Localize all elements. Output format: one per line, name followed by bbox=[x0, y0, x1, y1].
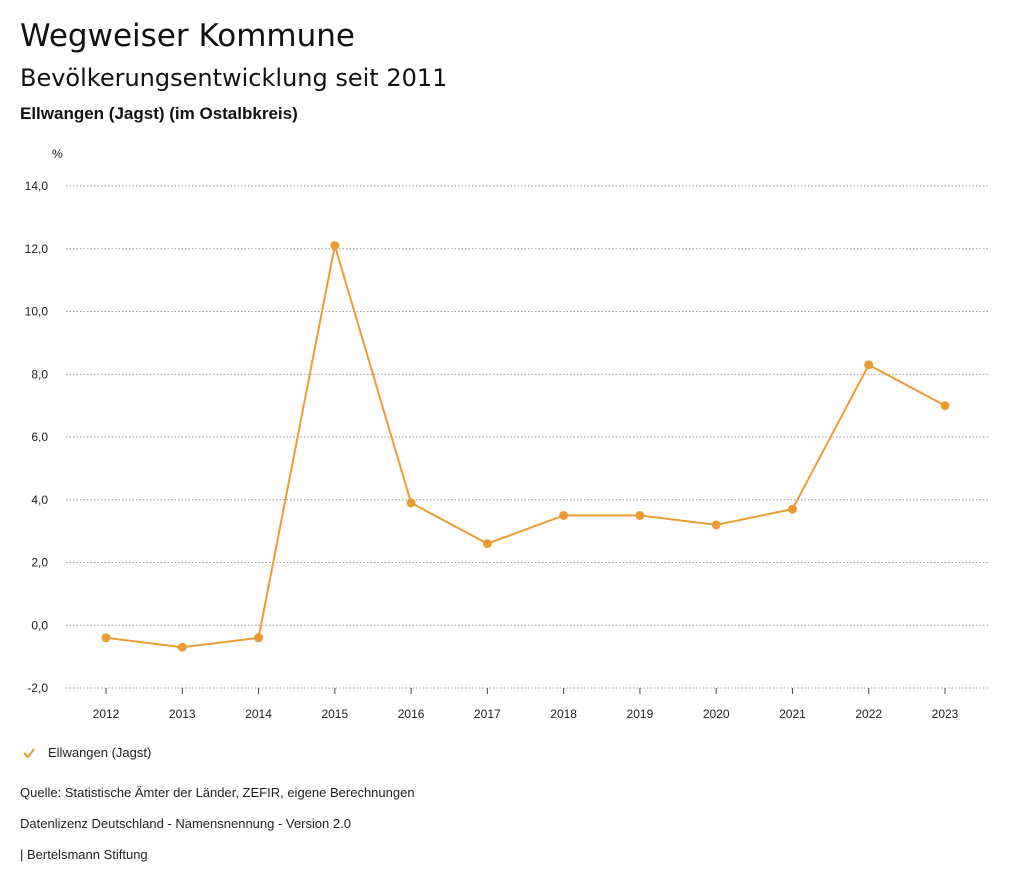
x-tick-label: 2021 bbox=[779, 707, 806, 721]
y-axis-unit: % bbox=[52, 147, 63, 161]
x-tick-label: 2020 bbox=[703, 707, 730, 721]
x-axis-ticks: 2012 2013 2014 2015 2016 2017 2018 2019 2020 2021… bbox=[93, 688, 959, 721]
series-line bbox=[105, 245, 946, 649]
data-point[interactable] bbox=[254, 633, 264, 643]
data-point[interactable] bbox=[864, 360, 874, 370]
data-point[interactable] bbox=[711, 520, 721, 530]
check-icon bbox=[23, 747, 35, 759]
data-point[interactable] bbox=[559, 510, 569, 520]
source-note: Quelle: Statistische Ämter der Länder, Z… bbox=[20, 785, 415, 800]
grid-lines bbox=[66, 185, 990, 689]
x-tick-label: 2023 bbox=[932, 707, 959, 721]
data-point[interactable] bbox=[635, 510, 645, 520]
line-chart: % 14,012,010,08,06,04,02,00,0-2,0 2012 20… bbox=[25, 147, 990, 721]
data-point[interactable] bbox=[482, 539, 492, 549]
x-tick-label: 2022 bbox=[855, 707, 882, 721]
y-tick-label: 6,0 bbox=[31, 430, 48, 444]
y-tick-label: 0,0 bbox=[31, 618, 48, 632]
data-point[interactable] bbox=[330, 241, 340, 251]
series-layer bbox=[101, 241, 950, 652]
x-tick-label: 2019 bbox=[627, 707, 654, 721]
y-tick-label: -2,0 bbox=[27, 681, 48, 695]
y-tick-label: 8,0 bbox=[31, 367, 48, 381]
page-title: Wegweiser Kommune bbox=[20, 18, 355, 54]
y-tick-label: 4,0 bbox=[31, 493, 48, 507]
license-note: Datenlizenz Deutschland - Namensnennung … bbox=[20, 816, 351, 831]
x-tick-label: 2018 bbox=[550, 707, 577, 721]
x-tick-label: 2016 bbox=[398, 707, 425, 721]
region-label: Ellwangen (Jagst) (im Ostalbkreis) bbox=[20, 104, 298, 123]
x-tick-label: 2013 bbox=[169, 707, 196, 721]
data-point[interactable] bbox=[940, 401, 950, 411]
x-tick-label: 2017 bbox=[474, 707, 501, 721]
data-point[interactable] bbox=[787, 504, 797, 514]
data-point[interactable] bbox=[406, 498, 416, 508]
legend[interactable]: Ellwangen (Jagst) bbox=[22, 745, 151, 760]
y-axis-ticks: 14,0 12,0 10,0 8,0 6,0 4,0 2,0 0,0 -2,0 bbox=[25, 179, 49, 695]
data-point[interactable] bbox=[177, 642, 187, 652]
legend-label: Ellwangen (Jagst) bbox=[48, 745, 152, 760]
y-tick-label: 2,0 bbox=[31, 556, 48, 570]
y-tick-label: 10,0 bbox=[25, 305, 49, 319]
x-tick-label: 2012 bbox=[93, 707, 120, 721]
publisher-note: | Bertelsmann Stiftung bbox=[20, 847, 148, 862]
x-tick-label: 2015 bbox=[321, 707, 348, 721]
data-point[interactable] bbox=[101, 633, 111, 643]
page-subtitle: Bevölkerungsentwicklung seit 2011 bbox=[20, 64, 448, 92]
x-tick-label: 2014 bbox=[245, 707, 272, 721]
y-tick-label: 12,0 bbox=[25, 242, 49, 256]
y-tick-label: 14,0 bbox=[25, 179, 49, 193]
